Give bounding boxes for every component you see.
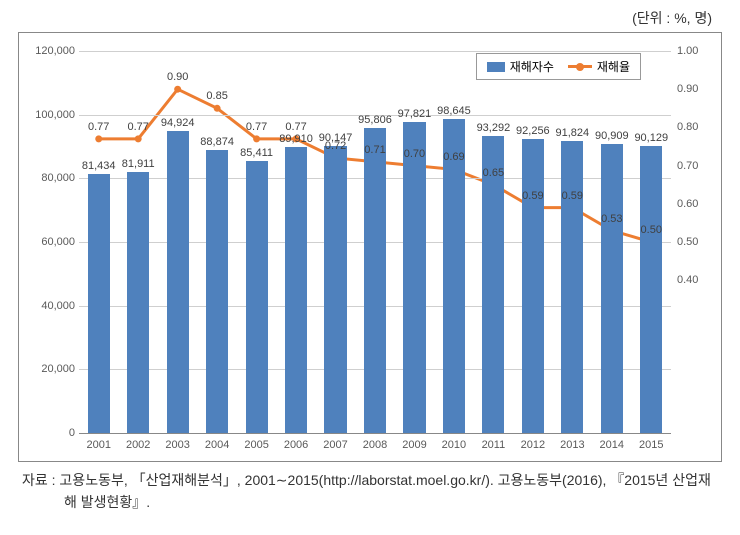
unit-label: (단위 : %, 명) — [18, 8, 722, 28]
bar-value-label: 98,645 — [437, 105, 471, 117]
legend-line-swatch — [568, 62, 592, 72]
legend-item-bar: 재해자수 — [487, 58, 554, 75]
bar-value-label: 91,824 — [556, 127, 590, 139]
line-value-label: 0.65 — [483, 167, 504, 179]
y-right-tick-label: 0.90 — [677, 83, 717, 95]
bar-value-label: 97,821 — [398, 108, 432, 120]
rate-marker — [253, 135, 260, 142]
line-value-label: 0.69 — [443, 151, 464, 163]
line-value-label: 0.90 — [167, 71, 188, 83]
bar — [482, 136, 504, 433]
y-right-tick-label: 1.00 — [677, 45, 717, 57]
y-left-tick-label: 120,000 — [25, 45, 75, 57]
bar-value-label: 95,806 — [358, 114, 392, 126]
bar-value-label: 85,411 — [240, 147, 273, 159]
bar — [88, 174, 110, 433]
x-tick-label: 2013 — [560, 439, 584, 451]
bar-value-label: 88,874 — [200, 136, 234, 148]
y-right-tick-label: 0.60 — [677, 198, 717, 210]
bar — [206, 150, 228, 433]
chart-container: 81,434 81,911 94,924 88,874 85,411 89,910 90,1… — [18, 32, 722, 462]
line-value-label: 0.70 — [404, 148, 425, 160]
bar-value-label: 93,292 — [477, 122, 511, 134]
y-left-tick-label: 40,000 — [25, 300, 75, 312]
line-value-label: 0.71 — [364, 144, 385, 156]
bar — [601, 144, 623, 433]
line-value-label: 0.77 — [127, 121, 148, 133]
x-tick-label: 2015 — [639, 439, 663, 451]
x-tick-label: 2005 — [244, 439, 268, 451]
x-tick-label: 2011 — [482, 439, 506, 451]
line-value-label: 0.77 — [88, 121, 109, 133]
bar-value-label: 90,909 — [595, 130, 629, 142]
legend-bar-swatch — [487, 62, 505, 72]
gridline — [79, 433, 671, 434]
bar-value-label: 94,924 — [161, 117, 195, 129]
line-value-label: 0.50 — [641, 224, 662, 236]
x-tick-label: 2012 — [521, 439, 545, 451]
bar — [522, 139, 544, 433]
bar — [324, 146, 346, 433]
y-left-tick-label: 60,000 — [25, 236, 75, 248]
x-tick-label: 2004 — [205, 439, 229, 451]
x-tick-label: 2008 — [363, 439, 387, 451]
legend-item-line: 재해율 — [568, 58, 630, 75]
bar — [246, 161, 268, 433]
line-value-label: 0.53 — [601, 213, 622, 225]
line-value-label: 0.72 — [325, 140, 346, 152]
bar — [443, 119, 465, 433]
y-left-tick-label: 0 — [25, 427, 75, 439]
line-value-label: 0.59 — [562, 190, 583, 202]
x-tick-label: 2009 — [402, 439, 426, 451]
y-right-tick-label: 0.40 — [677, 274, 717, 286]
y-right-tick-label: 0.80 — [677, 121, 717, 133]
x-tick-label: 2003 — [165, 439, 189, 451]
plot-area: 81,434 81,911 94,924 88,874 85,411 89,910 90,1… — [79, 51, 671, 433]
rate-marker — [95, 135, 102, 142]
bar — [167, 131, 189, 433]
line-value-label: 0.77 — [246, 121, 267, 133]
x-tick-label: 2007 — [323, 439, 347, 451]
x-tick-label: 2010 — [442, 439, 466, 451]
rate-marker — [135, 135, 142, 142]
x-tick-label: 2014 — [600, 439, 624, 451]
rate-marker — [214, 105, 221, 112]
bar — [403, 122, 425, 433]
bar-value-label: 81,911 — [122, 158, 155, 170]
line-value-label: 0.85 — [206, 90, 227, 102]
legend: 재해자수 재해율 — [476, 53, 641, 80]
y-right-tick-label: 0.50 — [677, 236, 717, 248]
bar-value-label: 81,434 — [82, 160, 116, 172]
bar — [285, 147, 307, 433]
y-right-tick-label: 0.70 — [677, 160, 717, 172]
x-tick-label: 2001 — [86, 439, 110, 451]
gridline — [79, 51, 671, 52]
rate-marker — [174, 86, 181, 93]
x-tick-label: 2002 — [126, 439, 150, 451]
bar — [364, 128, 386, 433]
legend-bar-label: 재해자수 — [510, 58, 554, 75]
legend-line-label: 재해율 — [597, 58, 630, 75]
bar — [561, 141, 583, 433]
y-left-tick-label: 20,000 — [25, 363, 75, 375]
bar — [127, 172, 149, 433]
y-left-tick-label: 80,000 — [25, 172, 75, 184]
line-value-label: 0.59 — [522, 190, 543, 202]
bar-value-label: 89,910 — [279, 133, 313, 145]
line-value-label: 0.77 — [285, 121, 306, 133]
x-tick-label: 2006 — [284, 439, 308, 451]
source-text: 자료 : 고용노동부, 「산업재해분석」, 2001∼2015(http://l… — [60, 470, 722, 513]
bar-value-label: 92,256 — [516, 125, 550, 137]
bar-value-label: 90,129 — [634, 132, 668, 144]
legend-line-dot — [576, 63, 584, 71]
bar — [640, 146, 662, 433]
y-left-tick-label: 100,000 — [25, 109, 75, 121]
